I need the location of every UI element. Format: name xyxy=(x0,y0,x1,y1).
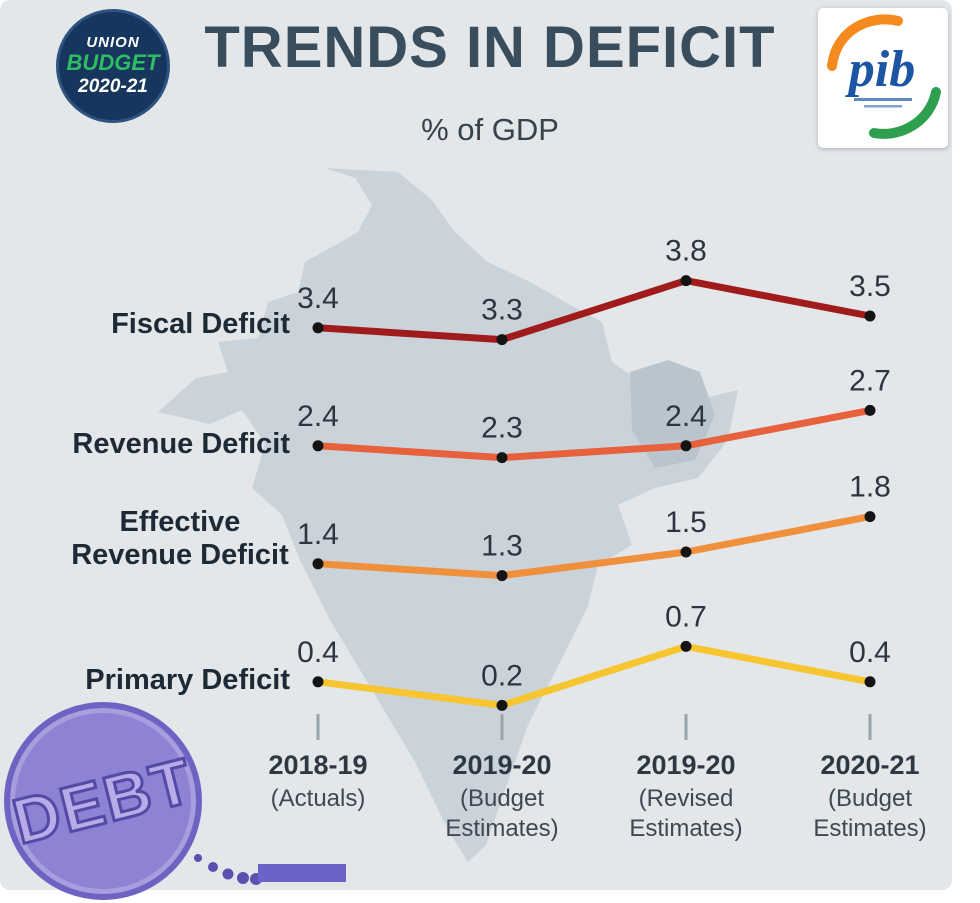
value-label: 2.7 xyxy=(849,364,891,397)
value-label: 1.5 xyxy=(665,506,707,539)
data-point xyxy=(680,546,692,558)
x-axis-sublabel: (Budget Estimates) xyxy=(813,785,927,842)
value-label: 3.4 xyxy=(297,282,339,315)
debt-badge-text: DEBT xyxy=(4,743,201,860)
x-axis-label-2018-19: 2018-19 (Actuals) xyxy=(223,748,413,814)
data-point xyxy=(496,570,508,582)
data-point xyxy=(312,322,324,334)
pib-orange-swoosh xyxy=(827,14,903,71)
value-label: 0.7 xyxy=(665,600,707,633)
trail-dot xyxy=(194,854,202,862)
pib-small-text-line xyxy=(854,98,912,101)
data-point xyxy=(312,558,324,570)
debt-badge: DEBT xyxy=(4,702,202,900)
union-badge-line3: 2020-21 xyxy=(78,76,148,98)
data-point xyxy=(680,440,692,452)
x-axis-year: 2019-20 xyxy=(636,750,736,780)
pib-logo: pib xyxy=(818,8,948,148)
value-label: 3.8 xyxy=(665,235,707,268)
pib-logo-text: pib xyxy=(845,41,915,98)
pib-green-swoosh xyxy=(869,87,941,139)
value-label: 3.3 xyxy=(481,294,523,327)
series-line xyxy=(314,642,874,709)
series-line xyxy=(314,513,874,580)
x-axis-sublabel: (Budget Estimates) xyxy=(445,785,559,842)
debt-dotted-trail xyxy=(194,854,346,885)
value-label: 0.2 xyxy=(481,659,523,692)
x-axis-sublabel: (Revised Estimates) xyxy=(629,785,743,842)
data-point xyxy=(864,310,876,322)
x-axis-sublabel: (Actuals) xyxy=(270,785,366,812)
data-point xyxy=(864,676,876,688)
x-axis-year: 2018-19 xyxy=(268,750,368,780)
x-axis-year: 2020-21 xyxy=(820,750,920,780)
value-label: 2.3 xyxy=(481,412,523,445)
data-point xyxy=(496,452,508,464)
series-label-fiscal-deficit: Fiscal Deficit xyxy=(111,308,290,340)
union-badge-line1: UNION xyxy=(86,33,140,51)
trail-bar xyxy=(258,864,346,882)
page-title: TRENDS IN DEFICIT xyxy=(204,15,776,80)
x-axis-label-2020-21: 2020-21 (Budget Estimates) xyxy=(775,748,965,844)
data-point xyxy=(680,640,692,652)
value-label: 1.8 xyxy=(849,471,891,504)
value-label: 2.4 xyxy=(297,400,339,433)
series-line xyxy=(314,277,874,344)
data-point xyxy=(864,404,876,416)
value-label: 1.3 xyxy=(481,530,523,563)
series-label-primary-deficit: Primary Deficit xyxy=(85,664,290,696)
pib-logo-art: pib xyxy=(827,14,941,139)
pib-small-text-line2 xyxy=(864,105,902,108)
x-axis-year: 2019-20 xyxy=(452,750,552,780)
trail-dot xyxy=(237,872,249,884)
union-budget-badge: UNION BUDGET 2020-21 xyxy=(56,9,170,123)
data-point xyxy=(496,334,508,346)
value-label: 2.4 xyxy=(665,400,707,433)
value-label: 3.5 xyxy=(849,270,891,303)
chart-subtitle: % of GDP xyxy=(421,112,559,147)
series-label-revenue-deficit: Revenue Deficit xyxy=(72,428,290,460)
data-point xyxy=(312,676,324,688)
data-point xyxy=(496,699,508,711)
value-label: 0.4 xyxy=(297,636,339,669)
series-line xyxy=(314,406,874,462)
trail-dot xyxy=(208,862,218,872)
data-point xyxy=(312,440,324,452)
x-axis-label-2019-20-be: 2019-20 (Budget Estimates) xyxy=(407,748,597,844)
series-label-effective-revenue-deficit: Effective Revenue Deficit xyxy=(71,506,289,572)
data-point xyxy=(680,275,692,287)
trail-dot xyxy=(222,868,234,880)
data-point xyxy=(864,511,876,523)
union-badge-line2: BUDGET xyxy=(66,50,160,76)
value-label: 1.4 xyxy=(297,518,339,551)
value-label: 0.4 xyxy=(849,636,891,669)
x-axis-label-2019-20-re: 2019-20 (Revised Estimates) xyxy=(591,748,781,844)
